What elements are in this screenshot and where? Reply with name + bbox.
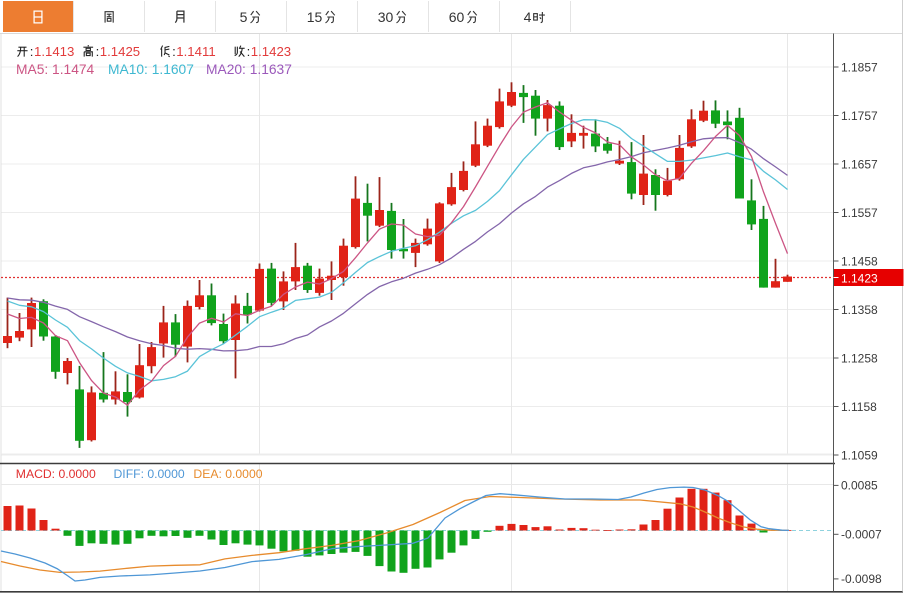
svg-text:MA10: 1.1607: MA10: 1.1607 xyxy=(108,62,194,77)
svg-text:1.1857: 1.1857 xyxy=(841,60,878,74)
svg-text:1.1557: 1.1557 xyxy=(841,206,878,220)
svg-text:1.1423: 1.1423 xyxy=(251,44,291,59)
svg-text:MA20: 1.1637: MA20: 1.1637 xyxy=(206,62,292,77)
svg-text::: : xyxy=(96,44,100,59)
svg-text:MA5: 1.1474: MA5: 1.1474 xyxy=(16,62,95,77)
svg-text:1.1757: 1.1757 xyxy=(841,109,878,123)
svg-text:0.0085: 0.0085 xyxy=(841,479,878,493)
svg-text:1.1358: 1.1358 xyxy=(841,303,878,317)
svg-text:DEA: 0.0000: DEA: 0.0000 xyxy=(193,467,262,481)
svg-text:1.1158: 1.1158 xyxy=(841,400,877,414)
svg-text:1.1458: 1.1458 xyxy=(841,254,878,268)
svg-text:MACD: 0.0000: MACD: 0.0000 xyxy=(16,467,96,481)
svg-text::: : xyxy=(247,44,251,59)
svg-text:1.1425: 1.1425 xyxy=(100,44,140,59)
svg-text:-0.0007: -0.0007 xyxy=(841,528,882,542)
svg-text:1.1258: 1.1258 xyxy=(841,351,878,365)
svg-text:1.1411: 1.1411 xyxy=(176,44,215,59)
svg-text:1.1059: 1.1059 xyxy=(841,448,878,462)
svg-text::: : xyxy=(172,44,176,59)
svg-text:DIFF: 0.0000: DIFF: 0.0000 xyxy=(114,467,185,481)
svg-text:1.1657: 1.1657 xyxy=(841,157,878,171)
svg-text::: : xyxy=(30,44,34,59)
svg-text:-0.0098: -0.0098 xyxy=(841,572,882,586)
svg-text:1.1423: 1.1423 xyxy=(841,271,878,285)
svg-text:1.1413: 1.1413 xyxy=(34,44,74,59)
